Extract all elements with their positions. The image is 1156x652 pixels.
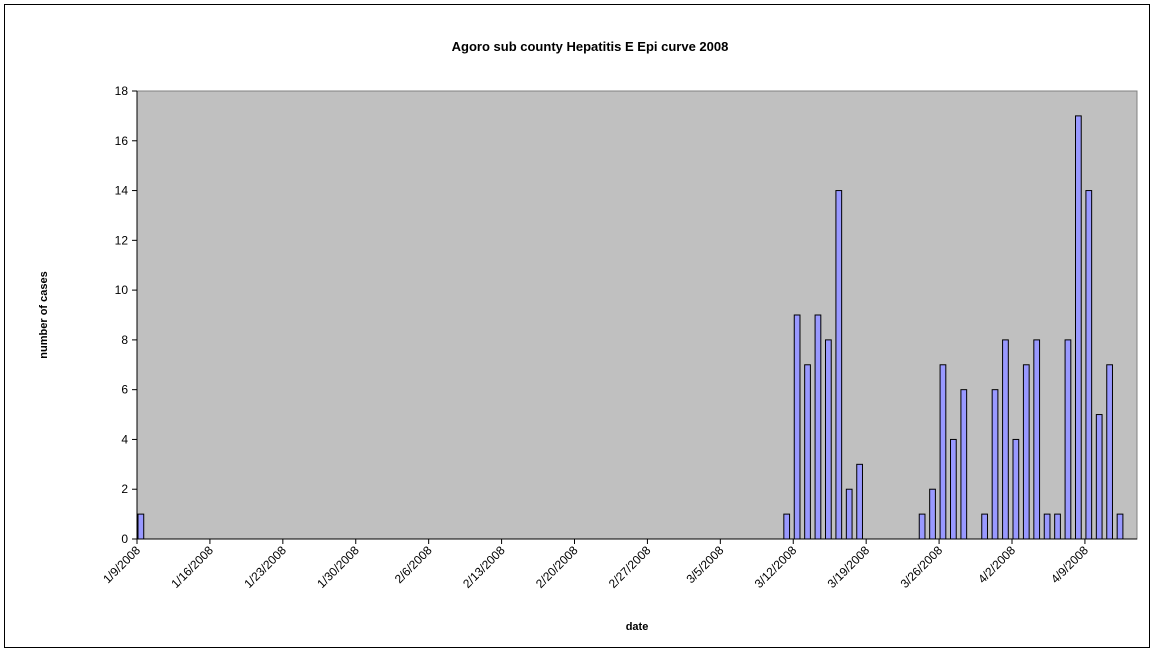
y-tick-label-5: 10 xyxy=(115,283,129,297)
bar-3 xyxy=(804,364,811,540)
y-tick-label-7: 14 xyxy=(115,184,129,198)
x-tick-label-7: 2/27/2008 xyxy=(606,543,654,591)
bar-11 xyxy=(939,364,947,540)
bar-26 xyxy=(1106,364,1113,540)
x-tick-label-6: 2/20/2008 xyxy=(533,543,581,591)
bar-27 xyxy=(1116,513,1124,540)
y-tick-label-4: 8 xyxy=(121,333,128,347)
bar-0 xyxy=(137,513,145,540)
chart-frame: Agoro sub county Hepatitis E Epi curve 2… xyxy=(4,4,1150,648)
x-tick-labels: 1/9/2008 1/16/2008 1/23/2008 1/30/2008 2/6/2… xyxy=(100,543,1091,591)
bar-21 xyxy=(1054,513,1061,540)
bar-4 xyxy=(814,314,822,540)
bar-8 xyxy=(856,463,863,540)
bar-5 xyxy=(825,339,832,540)
bar-25 xyxy=(1095,414,1103,540)
x-axis-title: date xyxy=(626,621,649,633)
bar-22 xyxy=(1064,339,1072,540)
x-tick-label-13: 4/9/2008 xyxy=(1048,543,1091,586)
x-tick-label-8: 3/5/2008 xyxy=(684,543,727,586)
y-tick-label-1: 2 xyxy=(121,482,128,496)
x-tick-label-12: 4/2/2008 xyxy=(975,543,1018,586)
bar-16 xyxy=(1002,339,1009,540)
bar-6 xyxy=(835,190,843,540)
x-tick-label-10: 3/19/2008 xyxy=(825,543,873,591)
y-tick-labels: 0 2 4 6 8 10 12 14 16 18 xyxy=(115,84,129,546)
x-tick-label-3: 1/30/2008 xyxy=(314,543,362,591)
x-tick-label-5: 2/13/2008 xyxy=(460,543,508,591)
epi-curve-chart: Agoro sub county Hepatitis E Epi curve 2… xyxy=(38,39,1138,633)
y-tick-label-9: 18 xyxy=(115,84,129,98)
y-tick-label-6: 12 xyxy=(115,233,129,247)
bar-12 xyxy=(950,438,957,540)
bar-9 xyxy=(918,513,926,540)
bar-13 xyxy=(960,389,968,540)
x-tick-label-4: 2/6/2008 xyxy=(392,543,435,586)
y-tick-label-0: 0 xyxy=(121,532,128,546)
bar-2 xyxy=(793,314,801,540)
bar-20 xyxy=(1043,513,1051,540)
x-tick-label-11: 3/26/2008 xyxy=(898,543,946,591)
bar-17 xyxy=(1012,438,1020,540)
bar-24 xyxy=(1085,190,1093,540)
y-tick-label-8: 16 xyxy=(115,134,129,148)
x-tick-label-2: 1/23/2008 xyxy=(241,543,289,591)
bar-23 xyxy=(1075,115,1082,540)
bar-19 xyxy=(1033,339,1041,540)
plot-area xyxy=(136,90,1138,540)
bar-series xyxy=(137,115,1124,540)
bar-7 xyxy=(845,488,853,540)
bar-1 xyxy=(783,513,791,540)
y-tick-label-3: 6 xyxy=(121,383,128,397)
x-tick-label-0: 1/9/2008 xyxy=(100,543,143,586)
y-tick-label-2: 4 xyxy=(121,432,128,446)
x-tick-label-1: 1/16/2008 xyxy=(168,543,216,591)
bar-10 xyxy=(929,488,936,540)
bar-18 xyxy=(1022,364,1030,540)
axes xyxy=(132,90,1137,544)
y-axis-title: number of cases xyxy=(38,271,50,358)
bar-14 xyxy=(981,513,988,540)
chart-title: Agoro sub county Hepatitis E Epi curve 2… xyxy=(452,39,729,54)
x-tick-label-9: 3/12/2008 xyxy=(752,543,800,591)
bar-15 xyxy=(991,389,999,540)
